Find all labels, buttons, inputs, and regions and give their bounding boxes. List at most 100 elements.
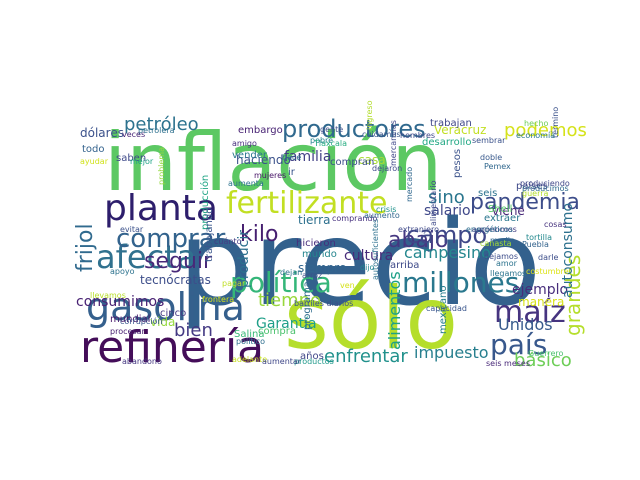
- word-pesos: pesos: [452, 149, 463, 178]
- word-pemex: Pemex: [484, 162, 511, 171]
- word-adelante: adelante: [232, 355, 267, 364]
- word-amor: amor: [496, 259, 518, 268]
- word-abandono: abandono: [122, 357, 162, 366]
- word-pagar: pagar: [222, 279, 246, 288]
- word-seguir: seguir: [144, 249, 213, 274]
- word-tiempo: tiempo: [258, 290, 321, 311]
- word-trabajando: trabajando: [204, 208, 215, 262]
- word-aumento: aumento: [364, 211, 400, 220]
- word-inflacion: inflación: [104, 116, 442, 209]
- word-cosas: cosas: [544, 220, 567, 229]
- word-seis-meses: seis meses: [486, 359, 530, 368]
- word-hace: hace: [282, 153, 301, 162]
- word-productores: productores: [282, 115, 426, 143]
- word-politico: político: [236, 337, 265, 346]
- word-compran: compran: [330, 157, 374, 168]
- word-precio: precio: [178, 194, 541, 332]
- word-cinco: cinco: [160, 308, 186, 319]
- word-pandemia: pandemia: [470, 190, 580, 215]
- word-medio: medio: [490, 236, 515, 245]
- word-maiz: maíz: [494, 295, 566, 330]
- word-impuesto: impuesto: [414, 343, 489, 362]
- word-frijol: frijol: [73, 223, 98, 272]
- word-hombres: hombres: [400, 131, 435, 140]
- word-todo: todo: [82, 144, 105, 155]
- word-seis: seis: [478, 188, 497, 199]
- word-darle: darle: [538, 253, 558, 262]
- word-llevamos: llevamos: [90, 291, 126, 300]
- word-produccion: producción: [199, 175, 211, 230]
- word-mujeres: mujeres: [254, 171, 286, 180]
- word-problema: problema: [157, 147, 166, 185]
- word-autosuficientes: autosuficientes: [371, 219, 380, 280]
- word-aumenta: aumenta: [228, 179, 264, 188]
- word-dijo: dijo: [360, 263, 375, 272]
- word-guerra: guerra: [522, 189, 549, 198]
- word-amigo: amigo: [232, 139, 257, 148]
- word-saben: saben: [116, 153, 146, 164]
- word-veracruz: Veracruz: [434, 123, 486, 137]
- word-produciendo: produciendo: [520, 179, 570, 188]
- word-doble: doble: [480, 153, 502, 162]
- word-abajo: abajo: [388, 228, 449, 253]
- word-mundo: mundo: [302, 249, 337, 260]
- word-refineria: refinería: [80, 322, 264, 373]
- word-embargo: embargo: [238, 125, 283, 136]
- word-apoyo: apoyo: [110, 267, 135, 276]
- word-gente: gente: [320, 125, 343, 134]
- word-pais: país: [490, 328, 547, 361]
- word-campesino: campesino: [404, 243, 491, 262]
- word-economia: economía: [516, 131, 555, 140]
- word-mercado: mercado: [405, 167, 414, 202]
- word-dejamos: dejamos: [484, 252, 518, 261]
- word-petrolera: petrolera: [138, 126, 175, 135]
- word-extraer: extraer: [484, 213, 521, 224]
- word-viene: viene: [492, 204, 525, 218]
- word-crisis: crisis: [376, 205, 396, 214]
- word-grandes: grandes: [561, 255, 585, 336]
- word-anos: años: [300, 351, 324, 362]
- word-capacidad: capacidad: [426, 304, 467, 313]
- word-producimos: producimos: [522, 184, 569, 193]
- word-alimentos: alimentos: [385, 271, 404, 350]
- word-ingreso: ingreso: [365, 100, 374, 130]
- word-canasta: canasta: [480, 239, 512, 248]
- word-puebla: Puebla: [522, 240, 549, 249]
- word-frontera: frontera: [202, 295, 234, 304]
- word-politica: política: [230, 266, 332, 299]
- word-tecnocratas: tecnócratas: [140, 273, 211, 287]
- word-trabajan: trabajan: [430, 118, 472, 129]
- word-siempre: siempre: [298, 261, 346, 275]
- word-procesar: procesar: [110, 327, 145, 336]
- word-familia: familia: [284, 149, 331, 165]
- word-llegamos: llegamos: [490, 269, 526, 278]
- word-productos: productos: [294, 357, 334, 366]
- word-autoconsumo: autoconsumo: [560, 203, 576, 298]
- word-dolares: dólares: [80, 126, 124, 140]
- word-veces: veces: [122, 130, 145, 139]
- word-unidos: Unidos: [498, 315, 553, 334]
- word-agronomos: agrónomos: [472, 224, 517, 234]
- word-haciendo: haciendo: [236, 153, 291, 167]
- word-guerrero: Guerrero: [528, 349, 563, 358]
- word-tortilla: tortilla: [526, 233, 552, 242]
- word-producir: producir: [236, 230, 252, 288]
- word-tierra: tierra: [298, 213, 330, 227]
- word-salina: Salina: [234, 329, 265, 340]
- word-paises: países: [516, 180, 548, 192]
- word-mercancias: mercancías: [389, 120, 398, 166]
- word-garantia: Garantía: [256, 316, 317, 332]
- word-millones: millones: [402, 266, 519, 299]
- word-cuanto: cuánto: [214, 237, 242, 246]
- word-solo: sólo: [284, 269, 458, 369]
- word-programa: programa: [302, 281, 313, 330]
- word-corrupcion: corrupción: [120, 316, 162, 326]
- word-kilo: kilo: [240, 222, 278, 247]
- word-compra: compra: [258, 326, 296, 337]
- word-comprando: comprando: [332, 214, 378, 223]
- word-energeticos: energéticos: [466, 224, 513, 234]
- word-mexicano: mexicano: [438, 286, 449, 335]
- word-vender: vender: [232, 150, 268, 161]
- word-podemos: podemos: [504, 120, 587, 141]
